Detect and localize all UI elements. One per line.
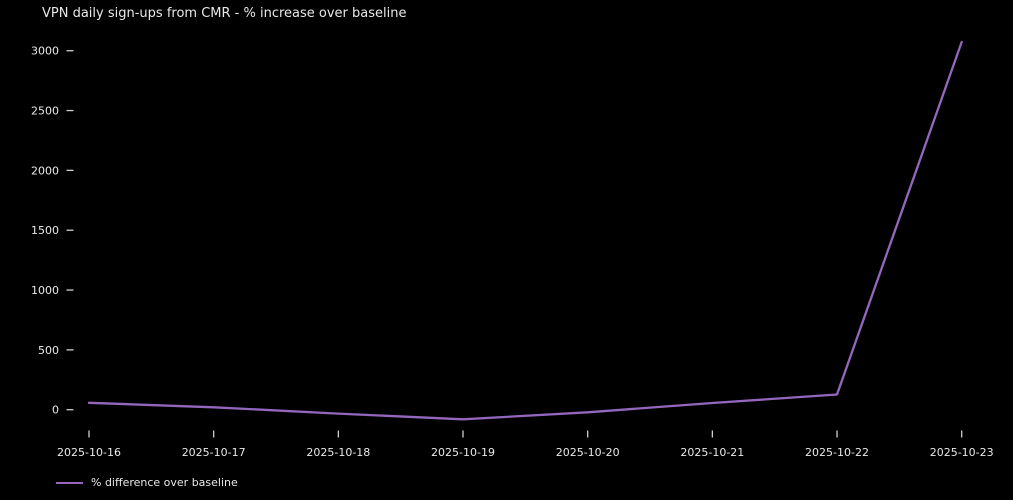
legend-line-swatch	[56, 481, 83, 484]
x-axis-tick-label: 2025-10-19	[431, 446, 495, 459]
x-axis-tick-label: 2025-10-17	[182, 446, 246, 459]
data-line-percent-difference-over-baseline	[87, 40, 963, 421]
y-axis-tick-label: 500	[38, 344, 59, 357]
y-axis-tick-label: 3000	[31, 45, 59, 58]
x-axis-tick-label: 2025-10-20	[556, 446, 620, 459]
y-axis-tick-label: 1500	[31, 224, 59, 237]
x-axis-tick-label: 2025-10-18	[306, 446, 370, 459]
y-axis-tick-label: 1000	[31, 284, 59, 297]
x-axis-tick-label: 2025-10-16	[57, 446, 121, 459]
legend-label: % difference over baseline	[91, 476, 238, 489]
y-axis-tick-label: 2500	[31, 105, 59, 118]
x-axis-tick-label: 2025-10-21	[680, 446, 744, 459]
legend: % difference over baseline	[56, 476, 238, 489]
x-axis-tick-label: 2025-10-23	[930, 446, 994, 459]
y-axis-tick-label: 0	[52, 404, 59, 417]
x-axis-tick-label: 2025-10-22	[805, 446, 869, 459]
y-axis-tick-label: 2000	[31, 164, 59, 177]
chart-title: VPN daily sign-ups from CMR - % increase…	[42, 6, 407, 21]
